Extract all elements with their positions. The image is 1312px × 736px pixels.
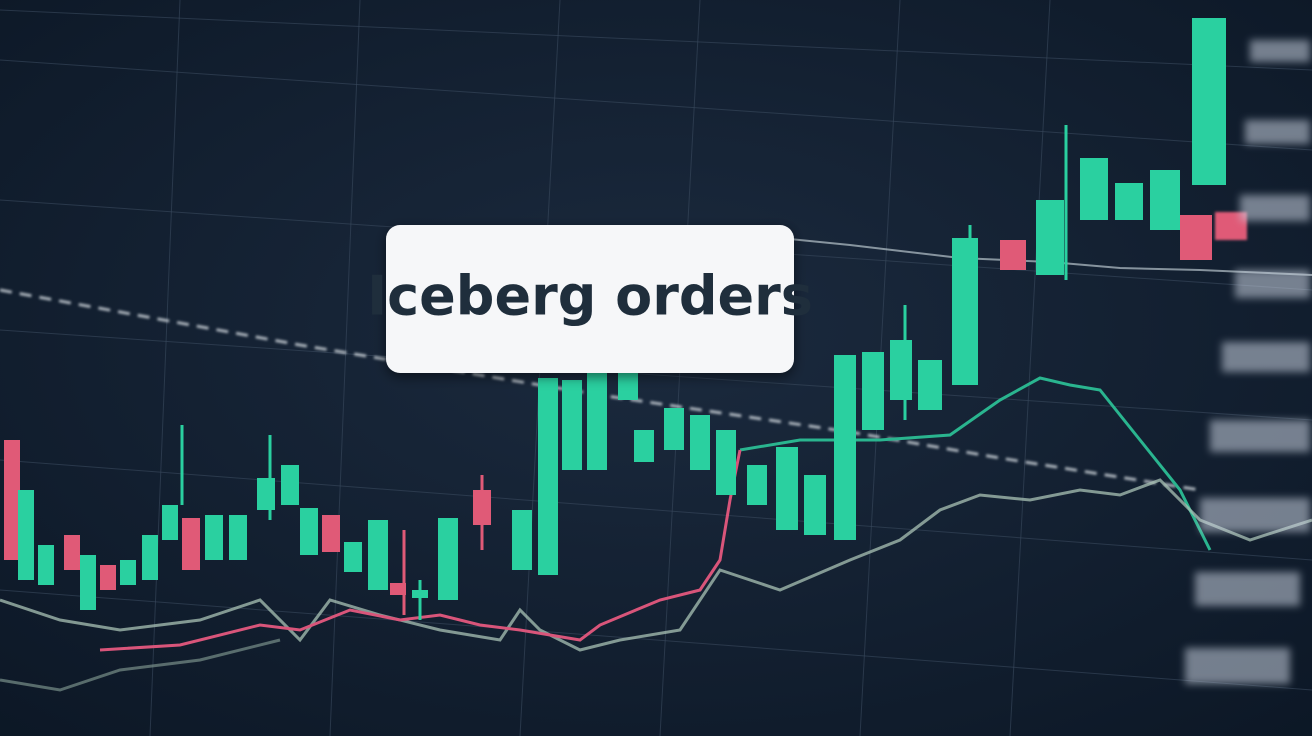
blurred-price (1200, 498, 1310, 532)
blurred-price (1185, 648, 1290, 684)
candle (1036, 200, 1064, 275)
dashed-line (0, 288, 1201, 492)
candle (952, 238, 978, 385)
candle (804, 475, 826, 535)
red-line (99, 449, 742, 652)
callout-label: Iceberg orders (367, 265, 813, 328)
pale-line (0, 478, 1312, 652)
candle (538, 378, 558, 575)
candle (80, 555, 96, 610)
callout-box (386, 225, 794, 373)
low-line (0, 638, 281, 692)
callout (386, 225, 794, 373)
blurred-price (1245, 120, 1310, 144)
candle (834, 355, 856, 540)
candle (776, 447, 798, 530)
candle (412, 590, 428, 598)
candle (390, 583, 406, 595)
candle (205, 515, 223, 560)
blurred-price (1222, 342, 1310, 372)
candle (716, 430, 736, 495)
candle (4, 440, 20, 560)
candle (142, 535, 158, 580)
candle (862, 352, 884, 430)
candle (1115, 183, 1143, 220)
candle (322, 515, 340, 552)
candle (562, 380, 582, 470)
candle (368, 520, 388, 590)
candle (281, 465, 299, 505)
candle (664, 408, 684, 450)
candle (229, 515, 247, 560)
candle (438, 518, 458, 600)
candle (1000, 240, 1026, 270)
candle (120, 560, 136, 585)
candle (1192, 18, 1226, 185)
candle (634, 430, 654, 462)
candle (38, 545, 54, 585)
price-scale-blurred (1185, 40, 1310, 684)
candle (587, 370, 607, 470)
candle (918, 360, 942, 410)
candle (18, 490, 34, 580)
candle (344, 542, 362, 572)
candle (100, 565, 116, 590)
candle (690, 415, 710, 470)
candle (890, 340, 912, 400)
candles (4, 18, 1247, 620)
blurred-price (1250, 40, 1310, 62)
candle (257, 478, 275, 510)
candle (182, 518, 200, 570)
blurred-price (1210, 420, 1310, 452)
blurred-price (1240, 195, 1310, 221)
candle (512, 510, 532, 570)
candle (747, 465, 767, 505)
blurred-price (1235, 270, 1310, 298)
candle (64, 535, 80, 570)
blurred-price (1195, 572, 1300, 606)
candle (1080, 158, 1108, 220)
candle (1150, 170, 1180, 230)
candle (162, 505, 178, 540)
candle (300, 508, 318, 555)
candle (473, 490, 491, 525)
candle (1180, 215, 1212, 260)
